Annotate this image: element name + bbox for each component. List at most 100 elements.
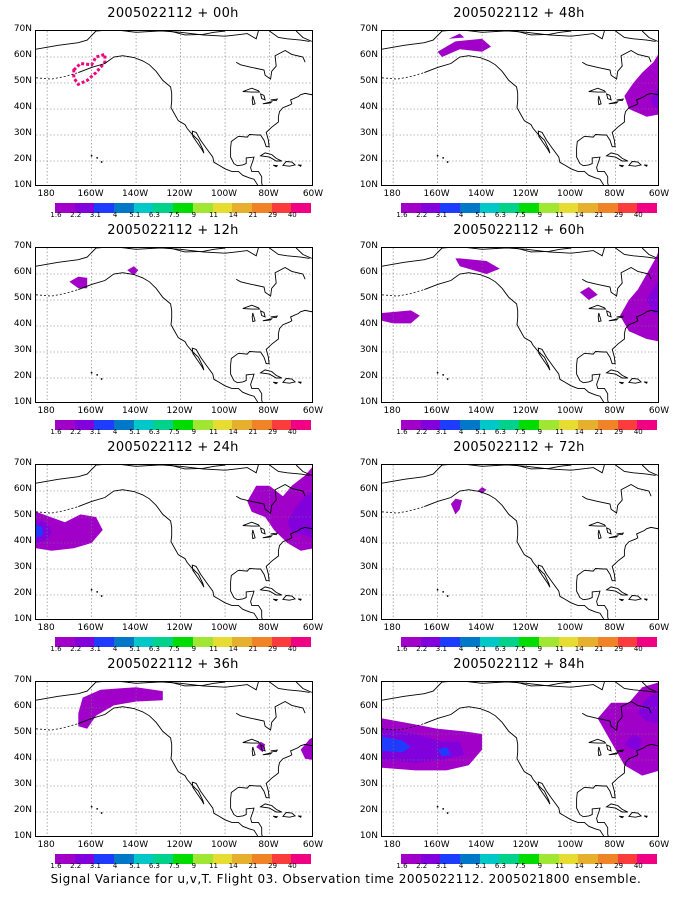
colorbar-swatch [440, 420, 461, 430]
great-lake [262, 317, 273, 322]
colorbar-swatch [271, 420, 292, 430]
hudson-bay-coastline [235, 483, 306, 514]
colorbar-swatch [420, 854, 441, 864]
colorbar-label: 5.1 [475, 211, 487, 219]
panel-title: 2005022112 + 36h [107, 657, 239, 672]
arctic-island-coastline [641, 248, 658, 259]
map-svg [382, 682, 658, 836]
colorbar-label: 3.1 [89, 211, 101, 219]
great-lake [616, 532, 625, 536]
colorbar-swatch [401, 420, 421, 430]
lat-tick-label: 70N [13, 458, 32, 468]
panel-title: 2005022112 + 12h [107, 223, 239, 238]
colorbar-swatch [55, 420, 75, 430]
great-lake [270, 532, 279, 536]
colorbar-swatch [558, 637, 579, 647]
map-svg [36, 682, 312, 836]
caribbean-island [297, 381, 302, 384]
aleutian-islands [36, 289, 79, 297]
great-lake [605, 744, 612, 752]
colorbar-label: 2.2 [416, 862, 428, 870]
lat-tick-label: 10N [13, 397, 32, 407]
arctic-island-coastline [615, 248, 656, 259]
colorbar-swatch [597, 637, 618, 647]
colorbar-label: 5.1 [475, 645, 487, 653]
colorbar-label: 9 [191, 645, 197, 653]
colorbar-label: 40 [287, 211, 297, 219]
lon-tick-label: 60W [648, 840, 670, 850]
variance-contour [72, 52, 107, 87]
colorbar-label: 5.1 [129, 862, 141, 870]
lat-tick-label: 70N [13, 24, 32, 34]
map-area [35, 464, 313, 620]
hawaii-island [436, 154, 439, 157]
great-lake [262, 751, 273, 756]
colorbar-swatch [94, 637, 115, 647]
lon-tick-label: 80W [258, 623, 279, 633]
pacific-coastline [78, 272, 259, 402]
great-lake [597, 95, 602, 106]
colorbar-label: 11 [555, 645, 564, 653]
panel-title: 2005022112 + 84h [453, 657, 585, 672]
variance-contour [579, 287, 598, 300]
lon-tick-label: 80W [604, 189, 625, 199]
arctic-coastline [36, 465, 259, 484]
colorbar-swatch [192, 420, 213, 430]
colorbar-swatch [271, 854, 292, 864]
great-lake [588, 521, 607, 527]
colorbar-label: 1.6 [396, 211, 408, 219]
colorbar-label: 2.2 [70, 211, 82, 219]
great-lake [588, 738, 607, 744]
colorbar-swatch [499, 637, 520, 647]
arctic-island-coastline [641, 465, 658, 476]
great-lake [242, 738, 261, 744]
colorbar-label: 11 [209, 428, 218, 436]
panel-title: 2005022112 + 48h [453, 6, 585, 21]
map-svg [382, 31, 658, 185]
colorbar-label: 21 [594, 428, 604, 436]
colorbar-label: 40 [287, 862, 297, 870]
lon-tick-label: 140W [468, 406, 495, 416]
lon-tick-label: 160W [423, 189, 450, 199]
colorbar-label: 40 [287, 645, 297, 653]
caribbean-island [297, 598, 302, 601]
lat-tick-label: 70N [13, 241, 32, 251]
colorbar-label: 4 [458, 862, 464, 870]
lat-tick-label: 60N [13, 701, 32, 711]
colorbar-swatch [271, 637, 292, 647]
map-area [381, 247, 659, 403]
colorbar-label: 9 [191, 211, 197, 219]
caribbean-island [282, 595, 297, 601]
colorbar-swatch [173, 637, 193, 647]
hawaii-island [442, 590, 445, 593]
lon-tick-label: 180 [383, 840, 401, 850]
colorbar-label: 7.5 [514, 645, 526, 653]
colorbar-label: 2.2 [416, 645, 428, 653]
variance-contour [69, 276, 88, 289]
lon-tick-label: 100W [556, 840, 584, 850]
colorbar-label: 7.5 [514, 862, 526, 870]
colorbar-label: 29 [268, 862, 278, 870]
lat-tick-label: 50N [13, 76, 32, 86]
colorbar-swatch [401, 854, 421, 864]
map-panel: 2005022112 + 12h 70N 60N 50N 40N 30N 20N 10N 180… [0, 217, 346, 436]
variance-contour [620, 252, 658, 342]
colorbar-swatch [133, 637, 154, 647]
caribbean-island [259, 586, 282, 596]
great-lake [597, 312, 602, 323]
arctic-island-coastline [269, 31, 310, 42]
lat-tick-label: 20N [359, 154, 378, 164]
map-area [35, 30, 313, 186]
map-area [35, 247, 313, 403]
colorbar-swatch [153, 203, 174, 213]
lat-tick-label: 30N [13, 345, 32, 355]
caribbean-island [605, 152, 628, 162]
colorbar-label: 14 [228, 862, 238, 870]
colorbar-label: 14 [228, 211, 238, 219]
colorbar-label: 5.1 [129, 211, 141, 219]
colorbar-swatch [232, 203, 252, 213]
map-svg [382, 248, 658, 402]
colorbar-label: 5.1 [129, 428, 141, 436]
colorbar-swatch [519, 854, 539, 864]
variance-contour [455, 258, 500, 274]
